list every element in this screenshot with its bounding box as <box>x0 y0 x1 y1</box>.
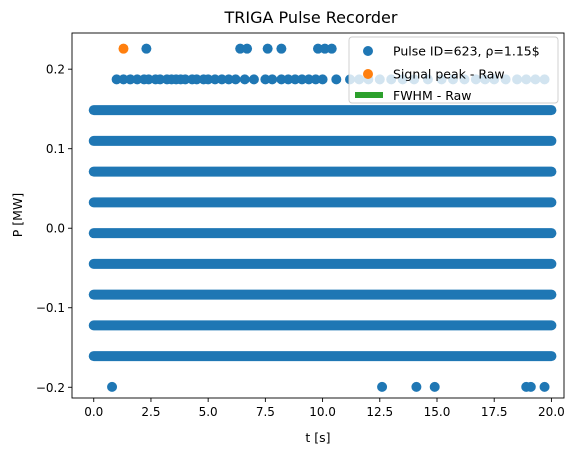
dense-level-band <box>89 167 557 177</box>
data-point <box>240 74 250 84</box>
data-point-outlier <box>276 44 286 54</box>
data-point-outlier <box>327 44 337 54</box>
x-tick-label: 10.0 <box>309 405 336 419</box>
data-point-outlier <box>540 382 550 392</box>
x-tick-label: 7.5 <box>256 405 275 419</box>
data-point-outlier <box>411 382 421 392</box>
signal-peak-point <box>118 44 128 54</box>
dense-level-band <box>89 136 557 146</box>
dense-level-band <box>89 259 557 269</box>
dense-level-band <box>89 290 557 300</box>
y-tick-label: 0.2 <box>46 63 65 77</box>
x-tick-label: 17.5 <box>481 405 508 419</box>
x-tick-label: 2.5 <box>141 405 160 419</box>
dense-level-band <box>89 105 557 115</box>
legend-label-fwhm: FWHM - Raw <box>393 88 472 103</box>
data-point <box>249 74 259 84</box>
legend-label-peak: Signal peak - Raw <box>393 67 505 82</box>
legend: Pulse ID=623, ρ=1.15$ Signal peak - Raw … <box>349 37 558 103</box>
legend-label-pulse: Pulse ID=623, ρ=1.15$ <box>393 44 540 59</box>
chart-title: TRIGA Pulse Recorder <box>224 8 398 27</box>
data-point-outlier <box>107 382 117 392</box>
x-tick-label: 15.0 <box>424 405 451 419</box>
x-tick-label: 20.0 <box>538 405 565 419</box>
y-tick-label: 0.1 <box>46 142 65 156</box>
dense-level-band <box>89 351 557 361</box>
data-point <box>267 74 277 84</box>
y-axis-label: P [MW] <box>10 193 25 237</box>
x-tick-label: 12.5 <box>366 405 393 419</box>
x-axis-label: t [s] <box>305 430 330 445</box>
data-point <box>331 74 341 84</box>
data-point-outlier <box>242 44 252 54</box>
data-point <box>231 74 241 84</box>
legend-marker-pulse <box>363 46 373 56</box>
x-tick-label: 0.0 <box>84 405 103 419</box>
legend-marker-fwhm <box>355 92 383 98</box>
y-tick-label: −0.1 <box>36 301 65 315</box>
data-point-outlier <box>377 382 387 392</box>
x-tick-label: 5.0 <box>199 405 218 419</box>
data-point-outlier <box>263 44 273 54</box>
data-point-outlier <box>430 382 440 392</box>
data-point <box>318 74 328 84</box>
dense-level-band <box>89 320 557 330</box>
dense-level-band <box>89 228 557 238</box>
data-point-outlier <box>141 44 151 54</box>
legend-marker-peak <box>363 69 373 79</box>
y-tick-label: −0.2 <box>36 381 65 395</box>
data-point-outlier <box>526 382 536 392</box>
y-tick-label: 0.0 <box>46 222 65 236</box>
dense-level-band <box>89 197 557 207</box>
